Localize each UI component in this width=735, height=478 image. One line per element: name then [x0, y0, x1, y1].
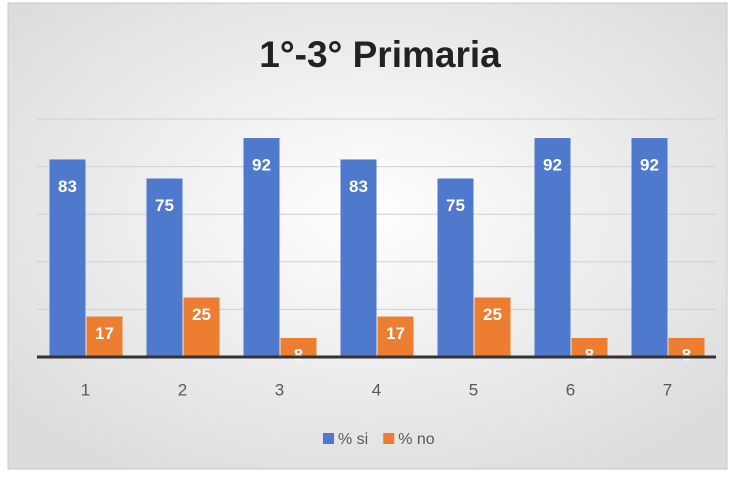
bar — [86, 316, 123, 357]
legend-swatch — [383, 433, 395, 444]
data-label: 75 — [446, 196, 465, 215]
bar — [631, 138, 668, 357]
data-label: 83 — [58, 177, 77, 196]
bar — [340, 159, 377, 357]
data-label: 17 — [386, 324, 405, 343]
bar — [377, 316, 414, 357]
data-label: 25 — [192, 305, 211, 324]
data-label: 92 — [252, 156, 271, 175]
bar — [243, 138, 280, 357]
x-tick-label: 1 — [81, 380, 90, 399]
x-tick-label: 3 — [275, 380, 284, 399]
bar — [146, 178, 183, 357]
bar — [474, 297, 511, 357]
data-label: 25 — [483, 305, 502, 324]
data-label: 92 — [640, 156, 659, 175]
data-label: 8 — [294, 345, 303, 364]
bar — [571, 337, 608, 357]
x-tick-label: 6 — [566, 380, 575, 399]
data-label: 8 — [682, 345, 691, 364]
bar — [183, 297, 220, 357]
legend-label: % si — [338, 431, 368, 448]
data-label: 83 — [349, 177, 368, 196]
data-label: 17 — [95, 324, 114, 343]
data-label: 92 — [543, 156, 562, 175]
bar — [49, 159, 86, 357]
legend-label: % no — [398, 431, 435, 448]
bar — [534, 138, 571, 357]
x-tick-label: 5 — [469, 380, 478, 399]
data-label: 75 — [155, 196, 174, 215]
x-tick-label: 2 — [178, 380, 187, 399]
chart-title: 1°-3° Primaria — [259, 34, 501, 75]
legend-swatch — [323, 433, 334, 444]
x-tick-label: 7 — [663, 380, 672, 399]
bar — [668, 337, 705, 357]
bar — [280, 337, 317, 357]
data-label: 8 — [585, 345, 594, 364]
x-tick-label: 4 — [372, 380, 381, 399]
bar — [437, 178, 474, 357]
